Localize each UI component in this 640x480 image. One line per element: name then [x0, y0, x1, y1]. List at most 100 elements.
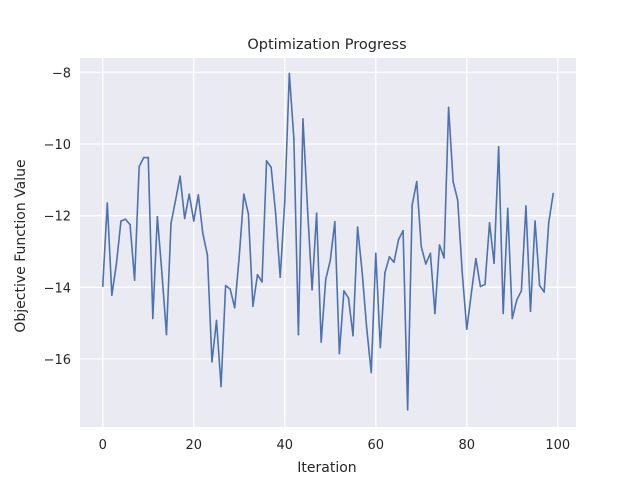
y-tick-label: −12: [44, 210, 71, 225]
data-point: [261, 281, 263, 283]
data-point: [456, 199, 459, 202]
data-point: [152, 317, 154, 320]
data-point: [329, 259, 332, 262]
data-point: [343, 290, 345, 292]
data-point: [233, 306, 236, 309]
data-point: [192, 220, 195, 222]
data-point: [511, 317, 514, 320]
data-point: [470, 292, 473, 295]
data-point: [388, 256, 391, 258]
y-axis-ticks: −16 −14 −12 −10 −8: [44, 66, 71, 368]
data-point: [374, 252, 377, 255]
data-point: [438, 244, 441, 246]
x-tick-label: 80: [459, 438, 476, 453]
data-point: [525, 205, 527, 207]
data-point: [429, 252, 432, 255]
data-point: [479, 285, 482, 288]
data-point: [506, 207, 509, 210]
data-point: [475, 257, 477, 260]
data-point: [252, 305, 254, 308]
y-tick-label: −8: [52, 66, 71, 81]
data-point: [274, 213, 277, 215]
data-point: [434, 312, 436, 315]
data-point: [111, 294, 113, 296]
data-point: [142, 156, 145, 159]
data-point: [516, 299, 518, 301]
data-point: [183, 217, 186, 220]
data-point: [379, 346, 382, 349]
data-point: [315, 212, 318, 214]
data-point: [170, 222, 172, 225]
data-point: [338, 352, 341, 355]
data-point: [529, 310, 532, 313]
y-axis-label: Objective Function Value: [13, 159, 29, 332]
data-point: [101, 285, 104, 288]
data-point: [347, 297, 350, 299]
x-tick-label: 100: [545, 438, 570, 453]
data-point: [461, 272, 464, 274]
x-tick-label: 40: [276, 438, 293, 453]
data-point: [174, 199, 177, 202]
data-point: [188, 193, 191, 195]
plot-area: [80, 58, 576, 427]
data-point: [197, 194, 200, 196]
data-point: [229, 288, 231, 290]
data-point: [493, 262, 495, 265]
y-tick-label: −14: [44, 281, 71, 296]
data-point: [279, 276, 282, 279]
data-point: [520, 290, 523, 292]
data-point: [452, 180, 454, 183]
y-tick-label: −10: [44, 138, 71, 153]
data-point: [538, 284, 541, 287]
x-axis-label: Iteration: [297, 460, 356, 476]
data-point: [306, 207, 309, 210]
x-axis-ticks: 0 20 40 60 80 100: [99, 438, 571, 453]
data-point: [411, 204, 413, 206]
chart-title: Optimization Progress: [247, 37, 406, 53]
data-point: [443, 257, 445, 259]
data-point: [365, 326, 368, 329]
data-point: [124, 218, 127, 221]
data-point: [370, 371, 373, 374]
data-point: [106, 202, 109, 204]
data-point: [502, 312, 504, 315]
data-point: [420, 245, 423, 248]
series-line: [101, 72, 555, 411]
data-point: [397, 238, 400, 241]
data-point: [256, 273, 259, 276]
data-point: [224, 284, 227, 287]
data-point: [465, 328, 468, 330]
data-point: [552, 192, 555, 195]
data-point: [447, 106, 450, 109]
data-point: [283, 200, 286, 203]
data-point: [165, 333, 168, 336]
x-tick-label: 20: [185, 438, 202, 453]
data-point: [156, 215, 159, 218]
data-point: [147, 156, 150, 159]
data-point: [138, 165, 140, 168]
data-point: [293, 137, 295, 140]
data-point: [302, 118, 304, 120]
data-point: [543, 291, 545, 293]
data-point: [384, 272, 386, 274]
data-point: [133, 279, 136, 281]
data-point: [547, 221, 550, 224]
data-point: [161, 272, 163, 274]
data-point: [265, 160, 268, 162]
data-point: [120, 220, 122, 222]
data-point: [129, 223, 131, 226]
data-point: [425, 263, 427, 265]
data-point: [202, 232, 204, 235]
data-point: [238, 255, 241, 257]
y-tick-label: −16: [44, 353, 71, 368]
data-point: [484, 283, 486, 286]
data-point: [297, 333, 300, 336]
data-point: [220, 385, 222, 388]
x-tick-label: 60: [368, 438, 385, 453]
data-point: [415, 180, 418, 183]
data-point: [334, 220, 336, 223]
data-point: [320, 341, 322, 343]
data-point: [393, 261, 395, 264]
data-point: [270, 166, 272, 169]
